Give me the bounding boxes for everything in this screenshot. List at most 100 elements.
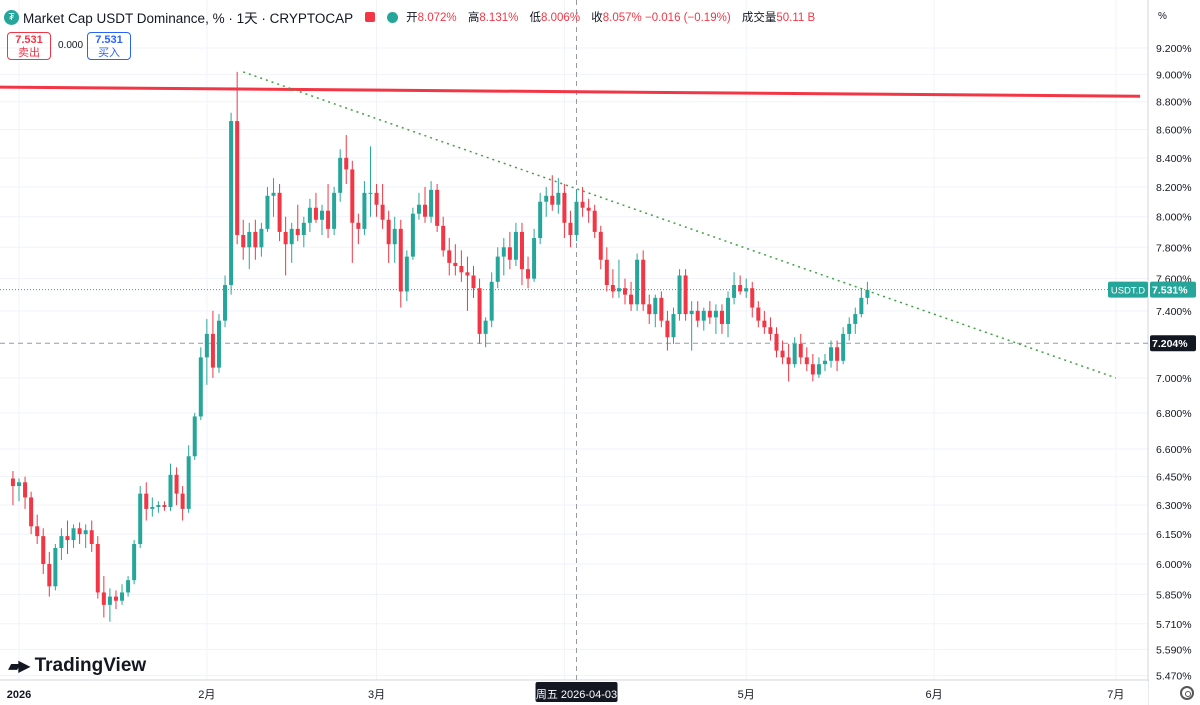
candle-body[interactable] — [113, 596, 118, 601]
candle-body[interactable] — [562, 192, 567, 223]
candle-body[interactable] — [344, 157, 349, 170]
candle-body[interactable] — [616, 288, 621, 292]
candle-body[interactable] — [174, 474, 179, 494]
settings-gear-icon[interactable] — [1180, 686, 1194, 700]
sell-button[interactable]: 7.531 卖出 — [7, 32, 51, 60]
candle-body[interactable] — [356, 222, 361, 229]
candle-body[interactable] — [835, 347, 840, 361]
candle-body[interactable] — [89, 530, 94, 545]
candle-body[interactable] — [380, 204, 385, 220]
candle-body[interactable] — [641, 259, 646, 305]
candle-body[interactable] — [859, 297, 864, 315]
candle-body[interactable] — [23, 482, 28, 498]
candle-body[interactable] — [677, 275, 682, 315]
candle-body[interactable] — [750, 288, 755, 308]
candle-body[interactable] — [822, 360, 827, 365]
candle-body[interactable] — [53, 547, 58, 587]
candle-body[interactable] — [513, 231, 518, 260]
candle-body[interactable] — [701, 310, 706, 321]
candle-body[interactable] — [483, 320, 488, 334]
candle-body[interactable] — [580, 201, 585, 208]
candle-body[interactable] — [804, 357, 809, 365]
candle-body[interactable] — [544, 195, 549, 202]
candle-body[interactable] — [538, 201, 543, 239]
candle-body[interactable] — [550, 195, 555, 205]
candle-body[interactable] — [689, 310, 694, 315]
candle-body[interactable] — [738, 285, 743, 292]
candle-body[interactable] — [83, 530, 88, 535]
candle-body[interactable] — [204, 333, 209, 358]
candle-body[interactable] — [41, 536, 46, 564]
candle-body[interactable] — [629, 294, 634, 305]
candle-body[interactable] — [744, 288, 749, 292]
candle-body[interactable] — [265, 195, 270, 229]
candle-body[interactable] — [683, 275, 688, 315]
candle-body[interactable] — [556, 192, 561, 205]
candle-body[interactable] — [350, 169, 355, 223]
candle-body[interactable] — [192, 416, 197, 457]
candle-body[interactable] — [313, 207, 318, 220]
candle-body[interactable] — [301, 222, 306, 235]
candle-body[interactable] — [592, 210, 597, 232]
candle-body[interactable] — [101, 592, 106, 605]
candle-body[interactable] — [774, 333, 779, 351]
candle-body[interactable] — [713, 310, 718, 318]
candle-body[interactable] — [216, 320, 221, 368]
candle-body[interactable] — [659, 297, 664, 321]
candle-body[interactable] — [156, 505, 161, 507]
candle-body[interactable] — [283, 231, 288, 245]
candle-body[interactable] — [386, 219, 391, 245]
candle-body[interactable] — [95, 544, 100, 593]
candle-body[interactable] — [271, 192, 276, 196]
candle-body[interactable] — [120, 592, 125, 601]
candle-body[interactable] — [526, 269, 531, 279]
candle-body[interactable] — [732, 285, 737, 298]
candle-body[interactable] — [501, 247, 506, 257]
resistance-line[interactable] — [0, 85, 1141, 98]
candle-body[interactable] — [574, 201, 579, 235]
candle-body[interactable] — [762, 320, 767, 328]
candle-body[interactable] — [398, 228, 403, 292]
candle-body[interactable] — [423, 204, 428, 217]
candle-body[interactable] — [429, 189, 434, 217]
candle-body[interactable] — [307, 207, 312, 223]
candle-body[interactable] — [126, 580, 131, 593]
candle-body[interactable] — [604, 259, 609, 286]
candle-body[interactable] — [368, 192, 373, 194]
candle-body[interactable] — [29, 497, 34, 527]
candle-body[interactable] — [144, 493, 149, 509]
symbol-title[interactable]: Market Cap USDT Dominance, % · 1天 · CRYP… — [23, 11, 354, 26]
candle-body[interactable] — [435, 189, 440, 226]
candle-body[interactable] — [71, 528, 76, 541]
candle-body[interactable] — [210, 333, 215, 368]
candle-body[interactable] — [532, 238, 537, 279]
candle-body[interactable] — [495, 256, 500, 282]
candle-body[interactable] — [374, 192, 379, 205]
candle-body[interactable] — [568, 222, 573, 235]
candle-body[interactable] — [507, 247, 512, 260]
candle-body[interactable] — [17, 482, 21, 487]
candle-body[interactable] — [326, 210, 331, 229]
candle-body[interactable] — [719, 310, 724, 324]
candle-body[interactable] — [707, 310, 712, 318]
candle-body[interactable] — [598, 231, 603, 260]
candle-body[interactable] — [647, 304, 652, 315]
candle-body[interactable] — [671, 314, 676, 338]
candle-body[interactable] — [768, 327, 773, 334]
candle-body[interactable] — [829, 347, 834, 361]
candle-body[interactable] — [10, 478, 15, 487]
candle-body[interactable] — [198, 357, 203, 417]
candle-body[interactable] — [519, 231, 524, 270]
candle-body[interactable] — [780, 350, 785, 358]
candle-body[interactable] — [332, 192, 337, 229]
candle-body[interactable] — [810, 364, 815, 375]
candle-body[interactable] — [447, 250, 452, 263]
tradingview-logo[interactable]: ▰▶ TradingView — [8, 655, 146, 677]
candle-body[interactable] — [47, 563, 52, 587]
candle-body[interactable] — [277, 192, 282, 232]
candle-body[interactable] — [471, 275, 476, 289]
candle-body[interactable] — [623, 288, 627, 295]
candle-body[interactable] — [410, 213, 415, 257]
candle-body[interactable] — [229, 121, 234, 286]
